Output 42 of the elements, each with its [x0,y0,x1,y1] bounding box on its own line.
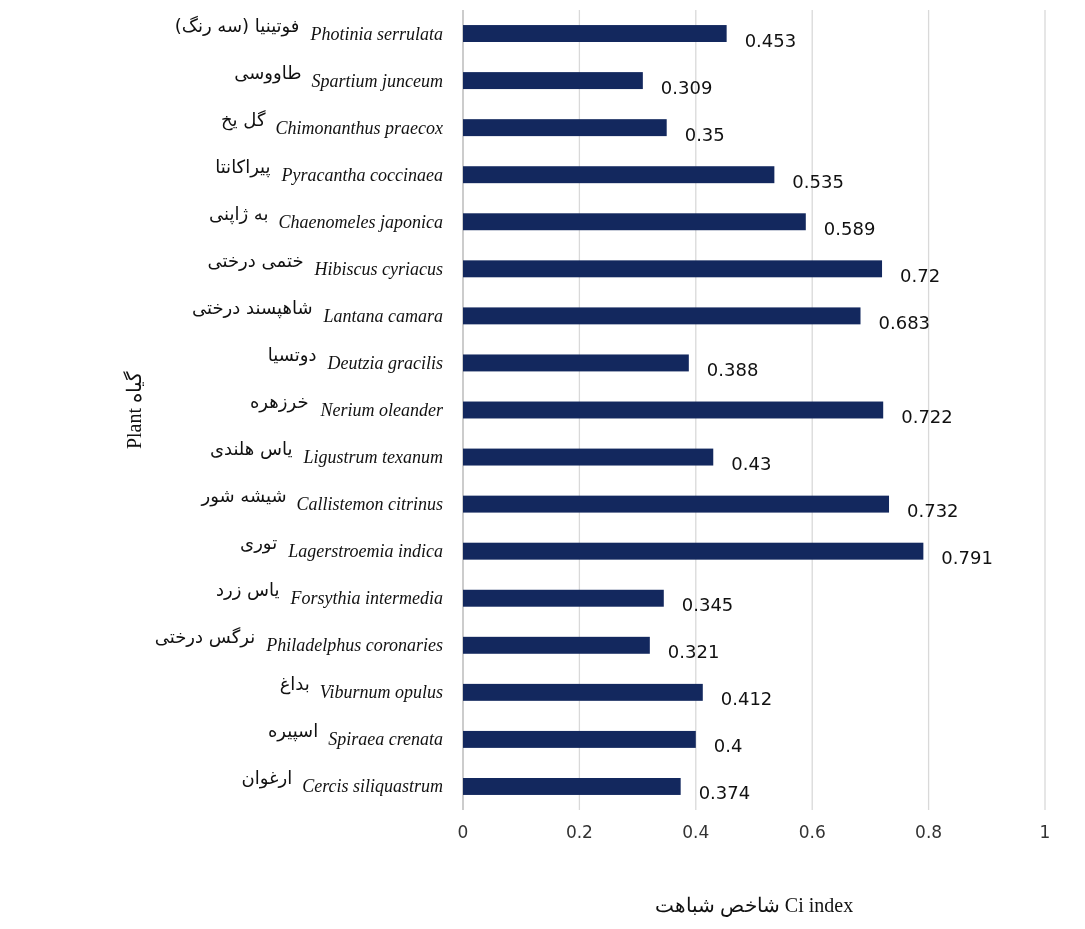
data-label: 0.791 [941,547,993,569]
data-label: 0.345 [681,594,734,616]
data-label: 0.732 [907,500,959,522]
data-label: 0.535 [792,170,844,192]
data-label: 0.589 [823,217,876,239]
x-tick-label: 0.8 [915,822,943,842]
bar [463,683,703,701]
data-label: 0.309 [660,76,713,98]
x-tick-label: 0 [457,822,469,842]
data-label: 0.374 [698,782,751,804]
data-label: 0.35 [684,123,725,145]
bar [463,636,650,654]
data-label: 0.412 [720,688,773,710]
x-axis-title: شاخص شباهت Ci index [654,894,854,917]
bar [463,166,775,184]
data-label: 0.4 [713,735,743,757]
bar [463,542,924,560]
bar [463,25,727,42]
x-tick-label: 0.2 [565,822,593,842]
data-label: 0.72 [900,264,941,286]
y-axis-title: Plant گیاه [122,370,145,450]
data-label: 0.321 [667,641,720,663]
bar [463,589,664,607]
bar [463,778,681,795]
bar [463,260,883,278]
bar [463,307,861,325]
bar [463,72,643,90]
bar [463,448,714,466]
bar [463,119,667,137]
data-label: 0.683 [878,311,931,333]
data-label: 0.43 [731,453,772,475]
data-label: 0.722 [901,406,953,427]
bar [463,495,890,513]
bar [463,401,884,419]
x-tick-label: 0.4 [682,822,710,842]
bar [463,730,696,748]
data-label: 0.388 [706,358,759,380]
data-label: 0.453 [744,29,797,51]
x-tick-label: 1 [1039,822,1051,842]
x-tick-label: 0.6 [798,822,826,842]
bar [463,213,806,231]
bar [463,354,689,372]
